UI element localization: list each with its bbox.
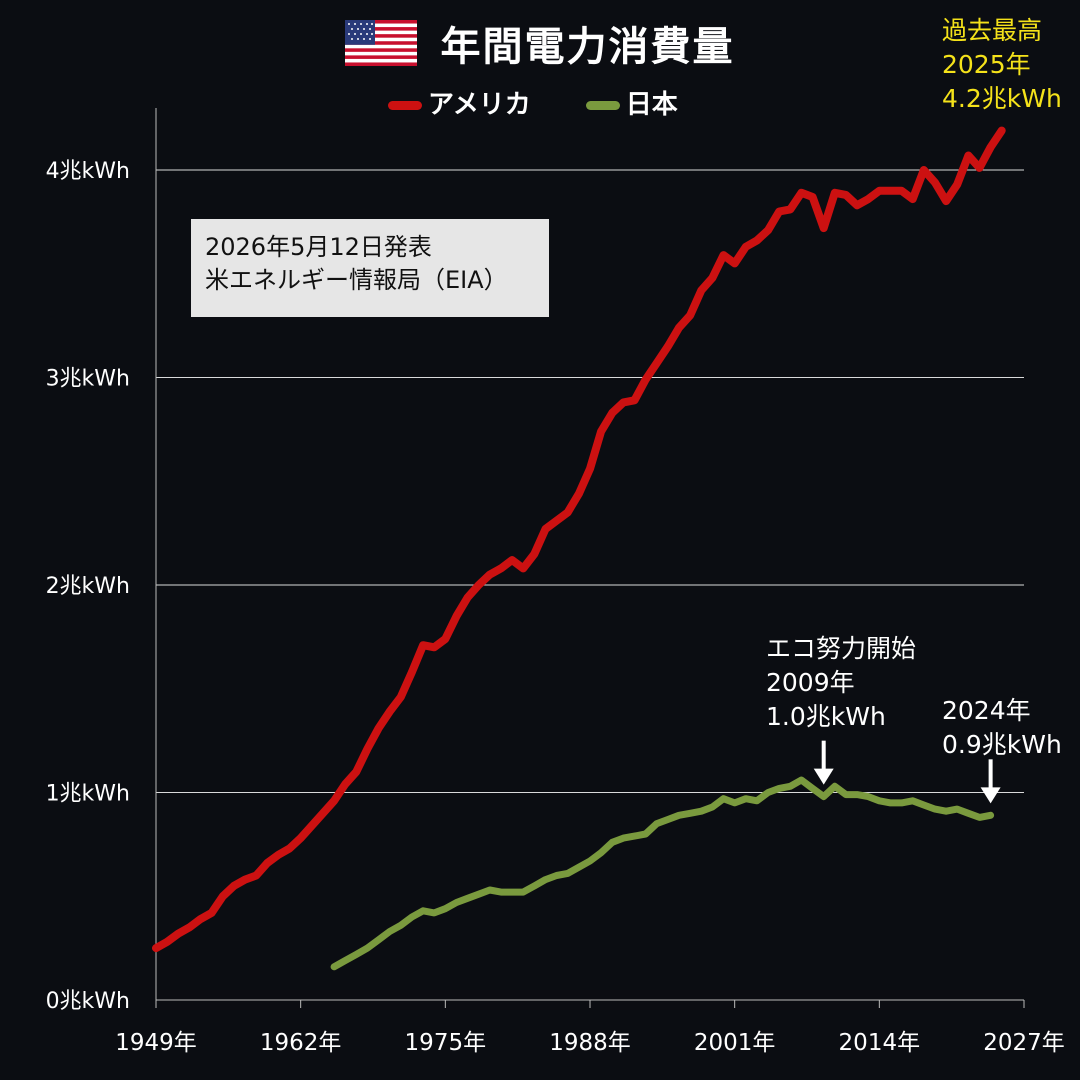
axis-layer: 0兆kWh 1兆kWh 2兆kWh 3兆kWh 4兆kWh 1949年 1962年 1975年… <box>46 108 1065 1056</box>
eco-annotation-label: エコ努力開始 <box>766 634 917 663</box>
eco-annotation-value: 1.0兆kWh <box>766 702 886 731</box>
down-arrow-icon <box>980 759 1001 804</box>
grid-layer <box>156 169 1024 793</box>
legend-label-japan: 日本 <box>625 90 678 120</box>
chart-header: 年間電力消費量 <box>0 14 1080 72</box>
y-tick-label: 2兆kWh <box>46 574 130 599</box>
legend-item-usa: アメリカ <box>388 84 531 121</box>
x-tick-label: 1988年 <box>549 1030 631 1056</box>
y-tick-label: 1兆kWh <box>46 782 130 807</box>
peak-annotation-label: 過去最高 <box>942 16 1043 45</box>
eco-annotation: エコ努力開始 2009年 1.0兆kWh <box>766 632 916 734</box>
legend-swatch-usa <box>388 101 422 110</box>
legend-label-usa: アメリカ <box>428 90 531 120</box>
peak-annotation-year: 2025年 <box>942 50 1031 79</box>
us-flag-icon <box>345 20 418 66</box>
latest-annotation-value: 0.9兆kWh <box>942 730 1062 759</box>
y-tick-label: 0兆kWh <box>46 989 130 1014</box>
down-arrow-icon <box>813 740 834 785</box>
x-tick-label: 2027年 <box>983 1030 1065 1056</box>
legend-item-japan: 日本 <box>585 84 678 121</box>
x-tick-label: 1975年 <box>405 1030 487 1056</box>
source-note-agency: 米エネルギー情報局（EIA） <box>205 266 508 294</box>
x-tick-label: 1962年 <box>260 1030 342 1056</box>
x-tick-label: 2001年 <box>694 1030 776 1056</box>
series-line-japan <box>330 776 995 971</box>
peak-annotation-value: 4.2兆kWh <box>942 84 1062 113</box>
series-layer <box>152 126 1006 971</box>
y-tick-label: 4兆kWh <box>46 159 130 184</box>
latest-annotation: 2024年 0.9兆kWh <box>942 694 1062 762</box>
y-tick-label: 3兆kWh <box>46 367 130 392</box>
chart-legend: アメリカ 日本 <box>388 84 724 121</box>
x-tick-label: 1949年 <box>115 1030 197 1056</box>
latest-annotation-year: 2024年 <box>942 696 1031 725</box>
source-note: 2026年5月12日発表 米エネルギー情報局（EIA） <box>191 219 549 317</box>
chart-title: 年間電力消費量 <box>440 24 735 70</box>
eco-annotation-year: 2009年 <box>766 668 855 697</box>
arrow-layer <box>813 740 1001 804</box>
x-tick-label: 2014年 <box>839 1030 921 1056</box>
peak-annotation: 過去最高 2025年 4.2兆kWh <box>942 14 1062 116</box>
legend-swatch-japan <box>585 101 620 110</box>
series-line-usa <box>152 126 1006 953</box>
source-note-date: 2026年5月12日発表 <box>205 233 432 261</box>
